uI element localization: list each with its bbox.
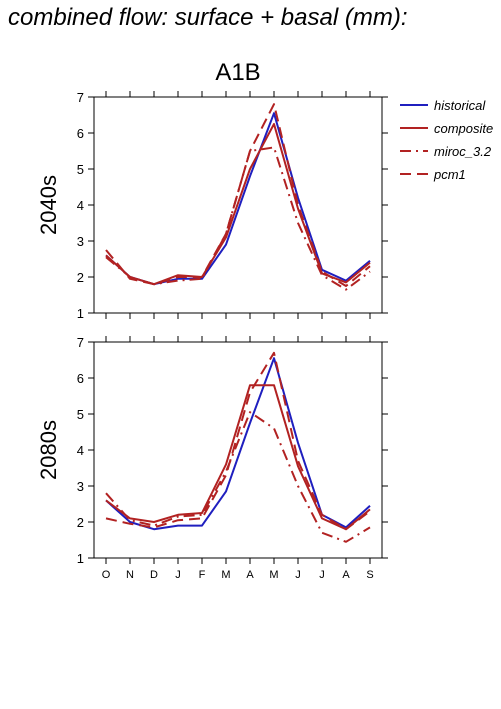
y-tick-label: 1 [77,551,84,566]
x-tick-label: M [221,569,230,581]
series-line-pcm1 [105,103,371,287]
panel-label-2040s: 2040s [36,175,61,235]
x-tick-label: F [199,569,206,581]
y-tick-label: 1 [77,306,84,321]
legend-item-pcm1: pcm1 [400,167,466,182]
x-tick-label: A [342,569,350,581]
panel-2080s: 1 2 3 4 5 6 7 2080s [36,335,388,566]
panel-2040s: 1 2 3 4 5 6 7 2040s [36,90,388,321]
series-line-historical [105,112,371,286]
panel-label-2080s: 2080s [36,420,61,480]
y-tick-label: 3 [77,479,84,494]
legend-label: historical [434,98,486,113]
x-tick-label: D [150,569,158,581]
series-line-composite [105,123,371,286]
x-tick-label: J [175,569,181,581]
y-tick-label: 6 [77,126,84,141]
legend-label: composite [434,121,493,136]
legend-label: pcm1 [433,167,466,182]
y-tick-label: 6 [77,371,84,386]
y-tick-label: 7 [77,335,84,350]
series-line-pcm1 [105,351,371,531]
x-tick-label: J [295,569,301,581]
page-title: combined flow: surface + basal (mm): [8,4,408,31]
series-line-miroc-3-2 [105,146,371,291]
legend-item-composite: composite [400,121,493,136]
x-tick-label: M [269,569,278,581]
x-tick-label: O [102,569,111,581]
series-line-historical [105,357,371,531]
legend-item-historical: historical [400,98,486,113]
legend: historical composite miroc_3.2 pcm1 [400,98,493,182]
y-tick-label: 4 [77,198,84,213]
y-tick-label: 3 [77,234,84,249]
y-tick-label: 5 [77,407,84,422]
legend-label: miroc_3.2 [434,144,492,159]
y-tick-label: 7 [77,90,84,105]
x-tick-label: N [126,569,134,581]
legend-item-miroc-3-2: miroc_3.2 [400,144,492,159]
x-tick-label: J [319,569,325,581]
y-tick-label: 4 [77,443,84,458]
x-tick-label: S [366,569,373,581]
series-line-composite [105,384,371,531]
y-tick-label: 2 [77,270,84,285]
x-tick-label: A [246,569,254,581]
y-tick-label: 5 [77,162,84,177]
y-tick-label: 2 [77,515,84,530]
scenario-title: A1B [215,59,260,86]
series-line-miroc-3-2 [105,411,371,543]
